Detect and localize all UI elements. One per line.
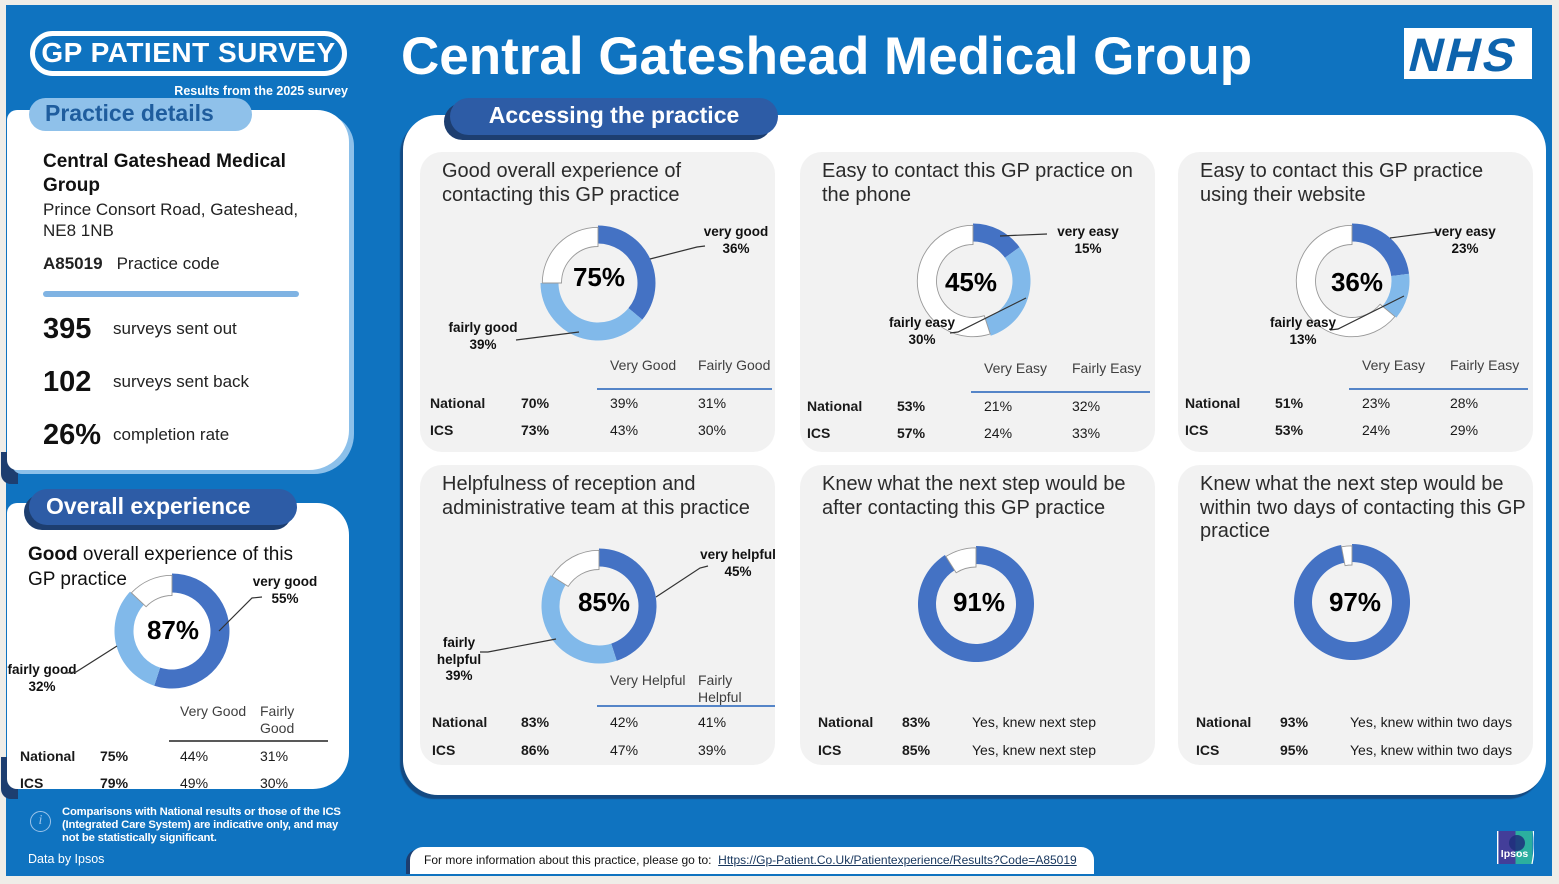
- svg-text:Ipsos: Ipsos: [1501, 848, 1529, 860]
- svg-text:NHS: NHS: [1404, 30, 1525, 79]
